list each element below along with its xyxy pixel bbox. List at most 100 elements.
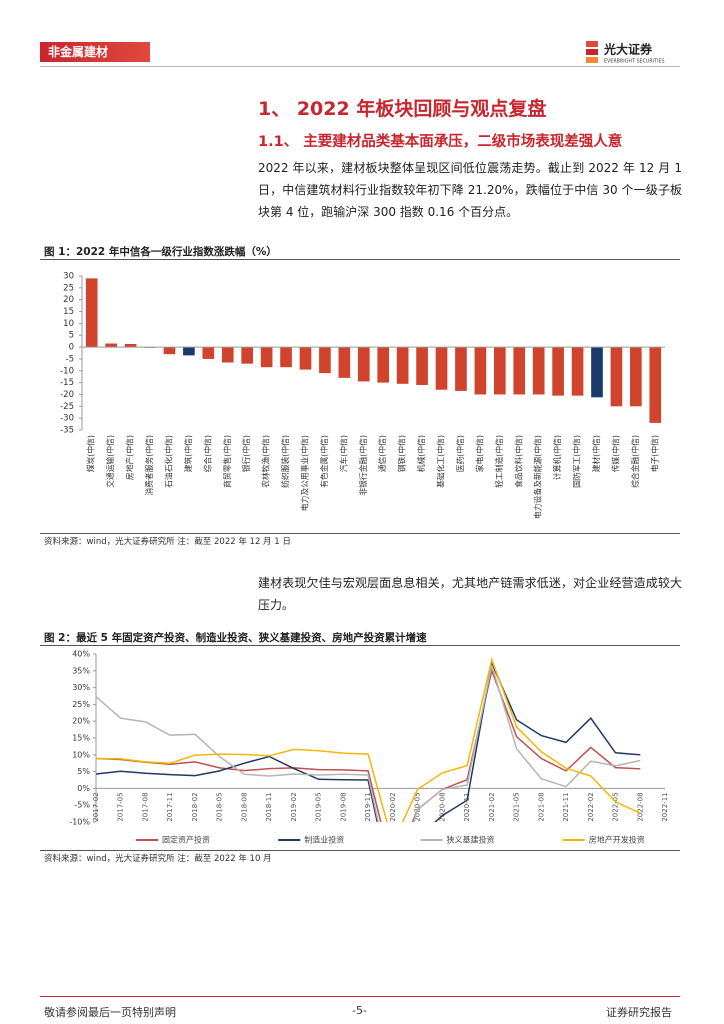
bar bbox=[552, 347, 564, 396]
x-tick-label: 汽车(中信) bbox=[338, 435, 348, 472]
x-tick-label: 2019-02 bbox=[290, 792, 298, 821]
bar bbox=[105, 343, 117, 348]
bar bbox=[280, 347, 292, 368]
x-tick-label: 家电(中信) bbox=[474, 435, 484, 472]
figure-source: 资料来源：wind，光大证券研究所 注：截至 2022 年 12 月 1 日 bbox=[44, 537, 291, 547]
x-tick-label: 电力设备及新能源(中信) bbox=[533, 435, 543, 519]
x-tick-label: 非银行金融(中信) bbox=[358, 435, 368, 496]
x-tick-label: 2022-11 bbox=[661, 792, 669, 821]
bar bbox=[260, 347, 273, 368]
bar bbox=[396, 347, 409, 384]
x-tick-label: 2021-11 bbox=[562, 792, 570, 821]
figure-title: 图 1：2022 年中信各一级行业指数涨跌幅（%） bbox=[44, 246, 277, 258]
logo-shape bbox=[586, 49, 598, 55]
x-tick-label: 2017-11 bbox=[166, 792, 174, 821]
y-tick-label: -10% bbox=[69, 818, 90, 827]
bar bbox=[455, 347, 467, 391]
footer-report: 证券研究报告 bbox=[606, 1006, 672, 1019]
bar bbox=[532, 347, 545, 395]
x-tick-label: 建材(中信) bbox=[591, 435, 601, 472]
y-tick-label: 35% bbox=[72, 666, 90, 675]
y-tick-label: 0% bbox=[77, 784, 90, 793]
x-tick-label: 2021-02 bbox=[488, 792, 496, 821]
x-tick-label: 2019-05 bbox=[315, 792, 323, 821]
y-tick-label: -20 bbox=[60, 390, 74, 400]
bar bbox=[357, 347, 370, 382]
footer-disclaimer: 敬请参阅最后一页特别声明 bbox=[44, 1006, 176, 1019]
bar bbox=[571, 347, 584, 396]
x-tick-label: 银行(中信) bbox=[241, 435, 251, 472]
x-tick-label: 石油石化(中信) bbox=[163, 435, 173, 488]
x-tick-label: 国防军工(中信) bbox=[572, 435, 582, 488]
x-tick-label: 2021-05 bbox=[513, 792, 521, 821]
x-tick-label: 2020-02 bbox=[389, 792, 397, 821]
x-tick-label: 2019-08 bbox=[339, 792, 347, 821]
y-tick-label: 20 bbox=[63, 295, 74, 305]
bar bbox=[221, 347, 234, 363]
paragraph: 建材表现欠佳与宏观层面息息相关，尤其地产链需求低迷，对企业经营造成较大压力。 bbox=[258, 576, 682, 612]
x-tick-label: 2018-05 bbox=[216, 792, 224, 821]
figure-rule bbox=[40, 259, 680, 260]
series-line bbox=[96, 665, 641, 822]
x-tick-label: 有色金属(中信) bbox=[319, 435, 329, 488]
x-tick-label: 综合金融(中信) bbox=[630, 435, 640, 488]
x-tick-label: 房地产(中信) bbox=[125, 435, 135, 480]
bar bbox=[202, 347, 215, 359]
x-tick-label: 电力及公用事业(中信) bbox=[299, 435, 309, 511]
header-rule bbox=[40, 66, 680, 67]
x-tick-label: 医药(中信) bbox=[455, 435, 465, 472]
x-tick-label: 2018-02 bbox=[191, 792, 199, 821]
x-tick-label: 钢铁(中信) bbox=[397, 435, 407, 472]
x-tick-label: 2021-08 bbox=[537, 792, 545, 821]
y-tick-label: 30 bbox=[63, 272, 74, 282]
x-tick-label: 机械(中信) bbox=[416, 435, 426, 472]
x-tick-label: 2017-02 bbox=[92, 792, 100, 821]
y-tick-label: 15% bbox=[72, 734, 90, 743]
legend-label: 狭义基建投资 bbox=[447, 835, 495, 845]
footer-rule bbox=[40, 996, 680, 997]
x-tick-label: 2020-05 bbox=[414, 792, 422, 821]
x-tick-label: 煤炭(中信) bbox=[86, 435, 96, 472]
x-tick-label: 传媒(中信) bbox=[610, 435, 620, 472]
logo-text: 光大证券 bbox=[603, 42, 653, 57]
x-tick-label: 轻工制造(中信) bbox=[494, 435, 504, 488]
y-tick-label: -5% bbox=[74, 801, 90, 810]
y-tick-label: 40% bbox=[72, 650, 90, 659]
bar bbox=[163, 347, 176, 355]
series-line bbox=[96, 660, 641, 822]
legend-label: 制造业投资 bbox=[304, 835, 344, 845]
y-tick-label: 15 bbox=[63, 307, 74, 317]
bar bbox=[299, 347, 312, 370]
x-tick-label: 商贸零售(中信) bbox=[222, 435, 232, 488]
x-tick-label: 2022-08 bbox=[636, 792, 644, 821]
bar bbox=[610, 347, 623, 407]
y-tick-label: -30 bbox=[60, 414, 74, 424]
x-tick-label: 交通运输(中信) bbox=[105, 435, 115, 488]
y-tick-label: 10% bbox=[72, 750, 90, 759]
paragraph: 2022 年以来，建材板块整体呈现区间低位震荡走势。截止到 2022 年 12 … bbox=[258, 161, 682, 219]
figure-source: 资料来源：wind，光大证券研究所 注：截至 2022 年 10 月 bbox=[44, 854, 272, 864]
logo-shape bbox=[586, 57, 598, 63]
bar bbox=[630, 347, 642, 407]
x-tick-label: 农林牧渔(中信) bbox=[261, 435, 271, 488]
logo-shape bbox=[586, 41, 598, 47]
bar bbox=[493, 347, 506, 395]
x-tick-label: 计算机(中信) bbox=[552, 435, 562, 480]
x-tick-label: 2017-08 bbox=[141, 792, 149, 821]
x-tick-label: 2018-11 bbox=[265, 792, 273, 821]
bar bbox=[85, 278, 98, 348]
y-tick-label: -25 bbox=[60, 402, 74, 412]
figure-rule bbox=[40, 533, 680, 534]
x-tick-label: 建筑(中信) bbox=[183, 435, 193, 472]
bar bbox=[124, 343, 137, 348]
logo-subtext: EVERBRIGHT SECURITIES bbox=[604, 59, 665, 65]
x-tick-label: 电子(中信) bbox=[649, 435, 659, 472]
y-tick-label: 30% bbox=[72, 683, 90, 692]
bar bbox=[435, 347, 448, 390]
x-tick-label: 2020-11 bbox=[463, 792, 471, 821]
x-tick-label: 纺织服装(中信) bbox=[280, 435, 290, 488]
y-tick-label: -10 bbox=[60, 366, 74, 376]
x-tick-label: 基础化工(中信) bbox=[436, 435, 446, 488]
bar bbox=[416, 347, 428, 385]
page-number: -5- bbox=[352, 1004, 367, 1017]
